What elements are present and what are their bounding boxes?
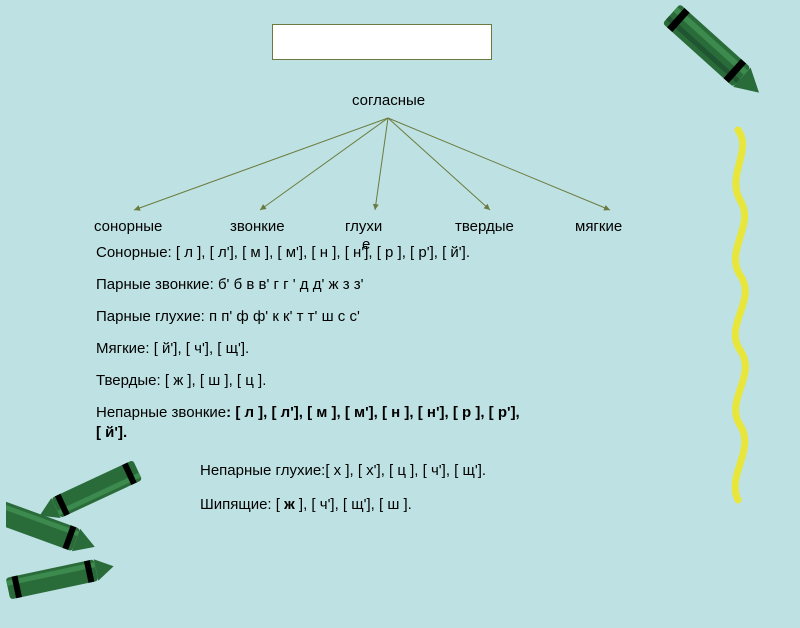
row-myagkie: Мягкие: [ й'], [ ч'], [ щ'].: [96, 340, 249, 357]
row-tverdye: Твердые: [ ж ], [ ш ], [ ц ].: [96, 372, 266, 389]
header-label: согласные: [352, 92, 425, 109]
branch-gluhie: глухи: [345, 218, 382, 235]
branch-myagkie: мягкие: [575, 218, 622, 235]
row-neparnye-zvonkie-2: [ й'].: [96, 424, 127, 441]
crayon-icon: [660, 0, 800, 134]
branch-tverdye: твердые: [455, 218, 514, 235]
title-box: [272, 24, 492, 60]
branch-zvonkie: звонкие: [230, 218, 285, 235]
row-neparnye-gluhie: Непарные глухие:[ х ], [ х'], [ ц ], [ ч…: [200, 462, 486, 479]
row-shipyashie: Шипящие: [ ж ], [ ч'], [ щ'], [ ш ].: [200, 496, 412, 513]
row-parnye-gluhie: Парные глухие: п п' ф ф' к к' т т' ш с с…: [96, 308, 360, 325]
row-sonornye: Сонорные: [ л ], [ л'], [ м ], [ м'], [ …: [96, 244, 470, 261]
squiggle-icon: [718, 120, 778, 520]
crayon-icon: [6, 458, 206, 628]
row-parnye-zvonkie: Парные звонкие: б' б в в' г г ' д д' ж з…: [96, 276, 363, 293]
branch-sonornye: сонорные: [94, 218, 162, 235]
row-neparnye-zvonkie: Непарные звонкие: [ л ], [ л'], [ м ], […: [96, 404, 520, 421]
